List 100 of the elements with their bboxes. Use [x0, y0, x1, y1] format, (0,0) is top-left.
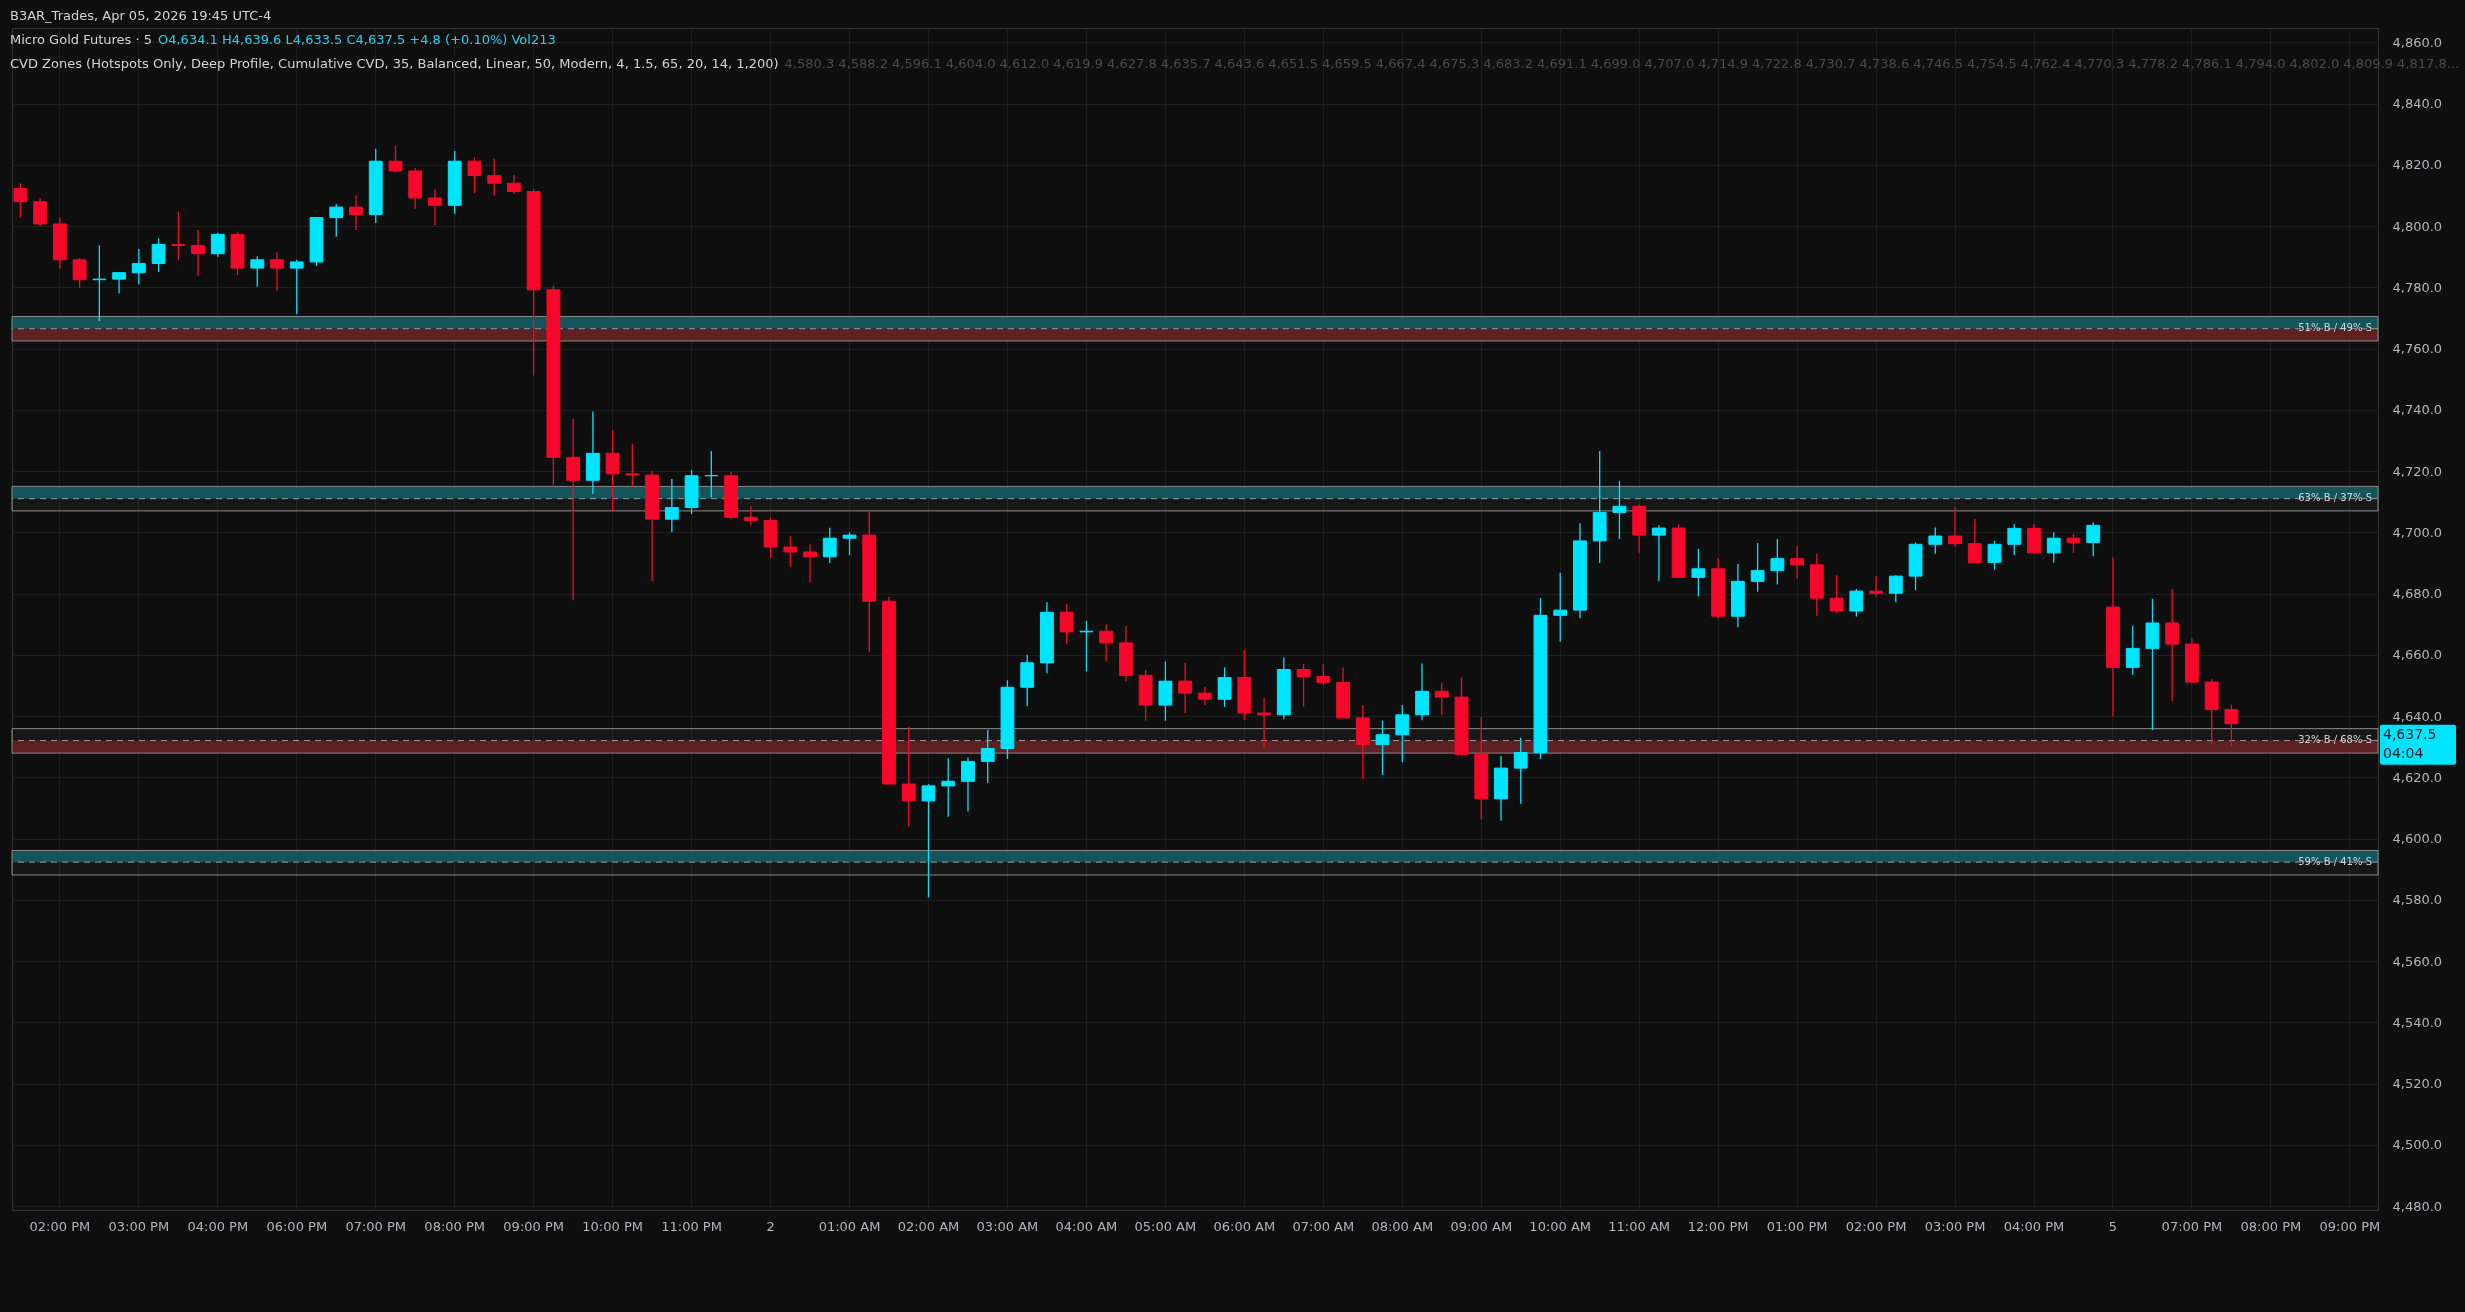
candlestick [329, 203, 344, 238]
y-tick-label: 4,780.0 [2392, 279, 2443, 295]
y-tick-label: 4,640.0 [2392, 708, 2443, 724]
x-tick-label: 01:00 AM [818, 1218, 881, 1234]
x-tick-label: 08:00 AM [1371, 1218, 1434, 1234]
x-tick-label: 02:00 AM [897, 1218, 960, 1234]
candlestick [704, 450, 719, 498]
candlestick [151, 237, 166, 273]
x-tick-label: 07:00 AM [1292, 1218, 1355, 1234]
x-tick-label: 10:00 PM [582, 1218, 643, 1234]
candlestick [1513, 737, 1528, 805]
candlestick [1217, 666, 1232, 708]
candlestick [1375, 720, 1390, 776]
candlestick [1197, 686, 1212, 706]
chart-subtitle: O4,634.1 H4,639.6 L4,633.5 C4,637.5 +4.8 (+0.10%) Vol213 [157, 32, 556, 47]
y-tick-label: 4,660.0 [2392, 647, 2443, 663]
x-tick-label: 11:00 PM [661, 1218, 722, 1234]
x-tick-label: 07:00 PM [345, 1218, 407, 1234]
candlestick [467, 156, 482, 194]
candlestick [270, 251, 284, 292]
candlestick [2007, 523, 2022, 556]
candlestick [1079, 620, 1094, 673]
candlestick [210, 232, 225, 258]
candlestick [428, 188, 442, 226]
x-tick-label: 11:00 AM [1608, 1218, 1671, 1234]
candlestick [1296, 663, 1311, 707]
x-tick-label: 03:00 PM [108, 1218, 170, 1234]
candlestick [743, 505, 758, 526]
x-tick-label: 04:00 PM [187, 1218, 249, 1234]
candlestick [349, 194, 363, 231]
x-tick-label: 02:00 PM [1845, 1218, 1907, 1234]
candlestick [842, 531, 857, 556]
candlestick [1928, 526, 1943, 555]
band-label: 63% B / 37% S [2298, 491, 2372, 503]
candlestick [1750, 542, 1765, 593]
candlestick [941, 757, 956, 818]
candlestick [1612, 480, 1627, 540]
candlestick [1415, 662, 1429, 722]
y-tick-label: 4,680.0 [2392, 586, 2443, 602]
y-tick-label: 4,740.0 [2392, 402, 2443, 418]
candlestick [191, 229, 205, 277]
y-tick-label: 4,500.0 [2392, 1137, 2443, 1153]
text: B3AR_Trades, Apr 05, 2026 19:45 UTC-4 [10, 8, 272, 23]
candlestick [2046, 531, 2061, 564]
chart-title: Micro Gold Futures · 5 [10, 32, 152, 47]
x-tick-label: 07:00 PM [2161, 1218, 2223, 1234]
candlestick [803, 543, 817, 584]
x-tick-label: 2 [766, 1218, 775, 1234]
candlestick [1178, 662, 1193, 714]
candlestick [171, 210, 186, 261]
x-tick-label: 10:00 AM [1529, 1218, 1592, 1234]
candlestick [1553, 572, 1568, 643]
x-tick-label: 5 [2108, 1218, 2118, 1234]
x-tick-label: 06:00 PM [266, 1218, 328, 1234]
text: 04:04 [2383, 744, 2424, 761]
candlestick [980, 729, 995, 784]
candlestick [507, 174, 521, 195]
candlestick [625, 443, 640, 488]
y-tick-label: 4,720.0 [2392, 463, 2443, 479]
x-tick-label: 12:00 PM [1687, 1218, 1749, 1234]
candlestick [487, 158, 502, 197]
x-tick-label: 01:00 PM [1766, 1218, 1828, 1234]
candlestick [13, 182, 28, 219]
candlestick [2165, 588, 2180, 703]
candlestick [605, 429, 620, 513]
candlestick [131, 248, 146, 285]
candlestick [783, 535, 798, 568]
x-tick-label: 08:00 PM [2240, 1218, 2302, 1234]
candlestick [72, 257, 87, 289]
y-tick-label: 4,760.0 [2392, 341, 2443, 357]
candlestick [1948, 506, 1962, 548]
candlestick [1691, 548, 1706, 597]
candlestick [921, 783, 936, 898]
y-tick-label: 4,600.0 [2392, 831, 2443, 847]
x-tick-label: 05:00 AM [1134, 1218, 1197, 1234]
candlestick [289, 259, 304, 315]
candlestick [250, 255, 265, 288]
candlestick [1059, 603, 1074, 645]
x-tick-label: 03:00 AM [976, 1218, 1039, 1234]
candlestick [1987, 540, 2002, 571]
candlestick [2224, 704, 2239, 747]
candlestick [112, 271, 127, 295]
x-tick-label: 02:00 PM [29, 1218, 91, 1234]
candlestick [1770, 538, 1785, 586]
candlestick [961, 756, 975, 813]
candlestick [92, 244, 107, 322]
y-tick-label: 4,800.0 [2392, 218, 2443, 234]
y-tick-label: 4,620.0 [2392, 769, 2443, 785]
band-label: 32% B / 68% S [2298, 733, 2372, 745]
annotation: 4,580.3 4,588.2 4,596.1 4,604.0 4,612.0 4,619.9 4,627.8 4,635.7 4,643.6 4,651.5 4,659.5 4,667.4 4,675.3 4,683.2 4,691.1 4,699.0 4,707.0 4,714.9 4,722.8 4,730.7 4,738.6 4,746.5 4,754.5 4,762.4 4,770.3 4,778.2 4,786.1 4,794.0 4,802.0 4,809.9 4,817.8... [784, 56, 2460, 71]
y-tick-label: 4,820.0 [2392, 157, 2443, 173]
candlestick [2086, 521, 2101, 557]
candlestick [901, 726, 916, 828]
annotation: CVD Zones (Hotspots Only, Deep Profile, Cumulative CVD, 35, Balanced, Linear, 50, Modern, 4, 1.5, 65, 20, 14, 1,200) [10, 56, 779, 71]
x-tick-label: 09:00 PM [503, 1218, 564, 1234]
candlestick [1652, 524, 1666, 582]
candlestick [33, 197, 48, 227]
candlestick [1316, 663, 1331, 687]
candlestick [1849, 588, 1864, 618]
x-tick-label: 09:00 PM [2319, 1218, 2381, 1234]
